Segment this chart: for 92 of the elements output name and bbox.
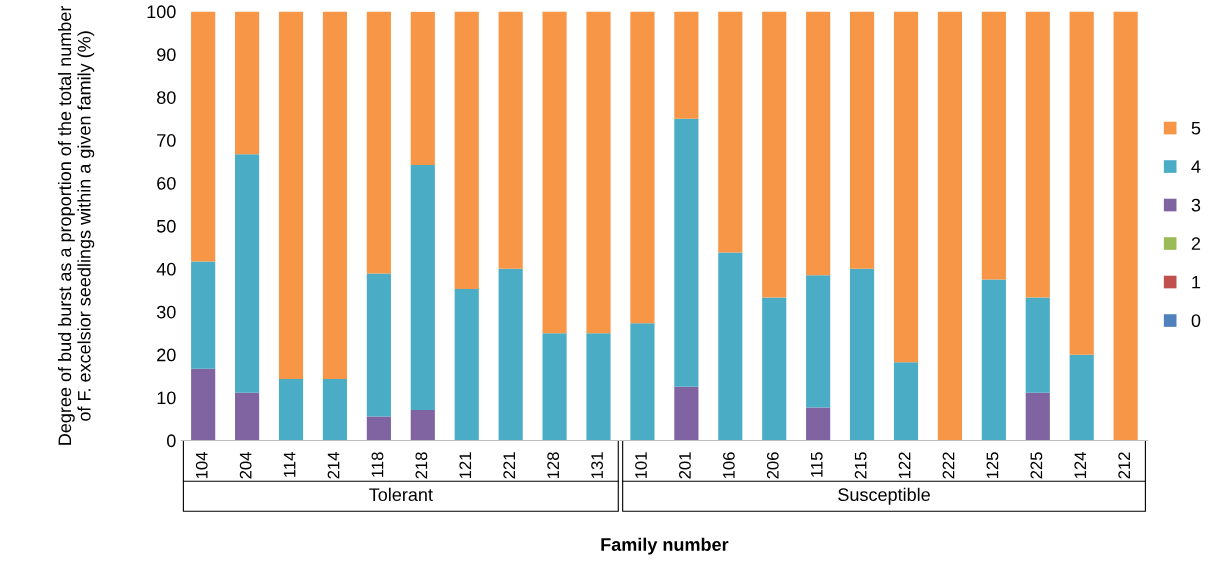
- bar: [981, 11, 1006, 280]
- y-tick-label: 0: [167, 434, 176, 448]
- legend-label: 0: [1191, 314, 1201, 328]
- bar: [762, 11, 787, 298]
- bar: [542, 11, 567, 334]
- x-tick-label: 215: [854, 452, 867, 479]
- bar: [674, 11, 699, 119]
- x-tick-label: 121: [459, 452, 472, 479]
- bar: [278, 379, 304, 441]
- bar: [235, 154, 260, 393]
- bar: [278, 11, 304, 380]
- y-tick-label: 10: [157, 391, 176, 405]
- x-tick-label: 225: [1030, 452, 1043, 479]
- bar: [718, 252, 743, 441]
- bar: [1025, 11, 1050, 298]
- y-tick-label: 20: [157, 348, 176, 362]
- bar: [366, 416, 391, 441]
- bar: [1069, 11, 1094, 355]
- y-tick-label: 40: [156, 262, 176, 276]
- x-tick-label: 125: [986, 452, 999, 479]
- x-tick-label: 222: [942, 452, 955, 479]
- bar: [937, 11, 963, 441]
- y-tick-label: 60: [157, 176, 176, 190]
- legend-label: 5: [1191, 121, 1201, 135]
- bar: [1025, 392, 1050, 441]
- bar: [410, 409, 435, 441]
- x-tick-label: 122: [898, 452, 911, 479]
- x-tick-label: 106: [722, 452, 735, 479]
- x-tick-label: 214: [327, 452, 340, 479]
- x-tick-label: 124: [1074, 452, 1087, 479]
- bar: [893, 11, 919, 363]
- x-tick-label: 201: [679, 452, 691, 479]
- bar: [630, 323, 655, 441]
- bar: [322, 11, 348, 380]
- bar: [849, 268, 875, 441]
- x-tick-label: 212: [1118, 452, 1130, 479]
- bar: [1113, 11, 1138, 441]
- bar: [498, 268, 523, 441]
- legend-label: 4: [1191, 160, 1201, 173]
- legend-label: 3: [1191, 198, 1201, 212]
- bar: [806, 11, 831, 276]
- bar: [454, 11, 479, 289]
- x-tick-label: 115: [810, 452, 823, 477]
- bar: [893, 362, 919, 441]
- legend-label: 1: [1192, 275, 1201, 289]
- bar: [762, 297, 787, 441]
- x-tick-label: 101: [635, 452, 647, 479]
- bar: [235, 11, 260, 155]
- x-tick-label: 128: [547, 452, 560, 479]
- x-tick-label: 131: [591, 452, 603, 479]
- legend-label: 2: [1191, 237, 1201, 250]
- bar: [674, 118, 699, 387]
- bar: [410, 165, 435, 410]
- y-axis-title: Degree of bud burst as a proportion of the total number of F. excelsior seedlings within a given family (%): [57, 5, 95, 445]
- bar: [630, 11, 655, 324]
- bar: [1069, 354, 1094, 441]
- bar: [806, 275, 831, 408]
- x-tick-label: 218: [415, 452, 428, 479]
- y-tick-label: 100: [147, 5, 176, 19]
- bar: [981, 279, 1006, 441]
- bar: [366, 273, 391, 417]
- y-tick-label: 90: [157, 48, 176, 62]
- bar: [410, 11, 435, 166]
- y-tick-label: 80: [157, 91, 176, 104]
- text: Tolerant: [369, 487, 433, 502]
- x-tick-label: 206: [766, 452, 779, 479]
- bar: [674, 386, 699, 441]
- bar: [718, 11, 743, 253]
- x-axis-title: Family number: [601, 537, 729, 555]
- bar: [235, 392, 260, 441]
- bar: [849, 11, 875, 269]
- x-tick-label: 104: [195, 452, 208, 479]
- x-tick-label: 118: [371, 452, 384, 477]
- bar: [322, 379, 348, 441]
- bar: [586, 11, 611, 334]
- x-tick-label: 221: [503, 452, 515, 479]
- bar: [191, 261, 216, 369]
- bar: [542, 333, 567, 441]
- bar: [366, 11, 391, 274]
- bar: [191, 11, 216, 262]
- x-tick-label: 114: [283, 452, 296, 477]
- text: Susceptible: [838, 487, 930, 505]
- y-tick-label: 50: [156, 219, 176, 233]
- bar: [1025, 297, 1050, 393]
- bar: [191, 368, 216, 441]
- y-tick-label: 30: [156, 305, 176, 319]
- bar: [586, 333, 611, 441]
- y-tick-label: 70: [157, 134, 176, 147]
- bar: [498, 11, 523, 269]
- bar: [454, 289, 479, 441]
- x-tick-label: 204: [239, 452, 252, 479]
- bar: [806, 407, 831, 441]
